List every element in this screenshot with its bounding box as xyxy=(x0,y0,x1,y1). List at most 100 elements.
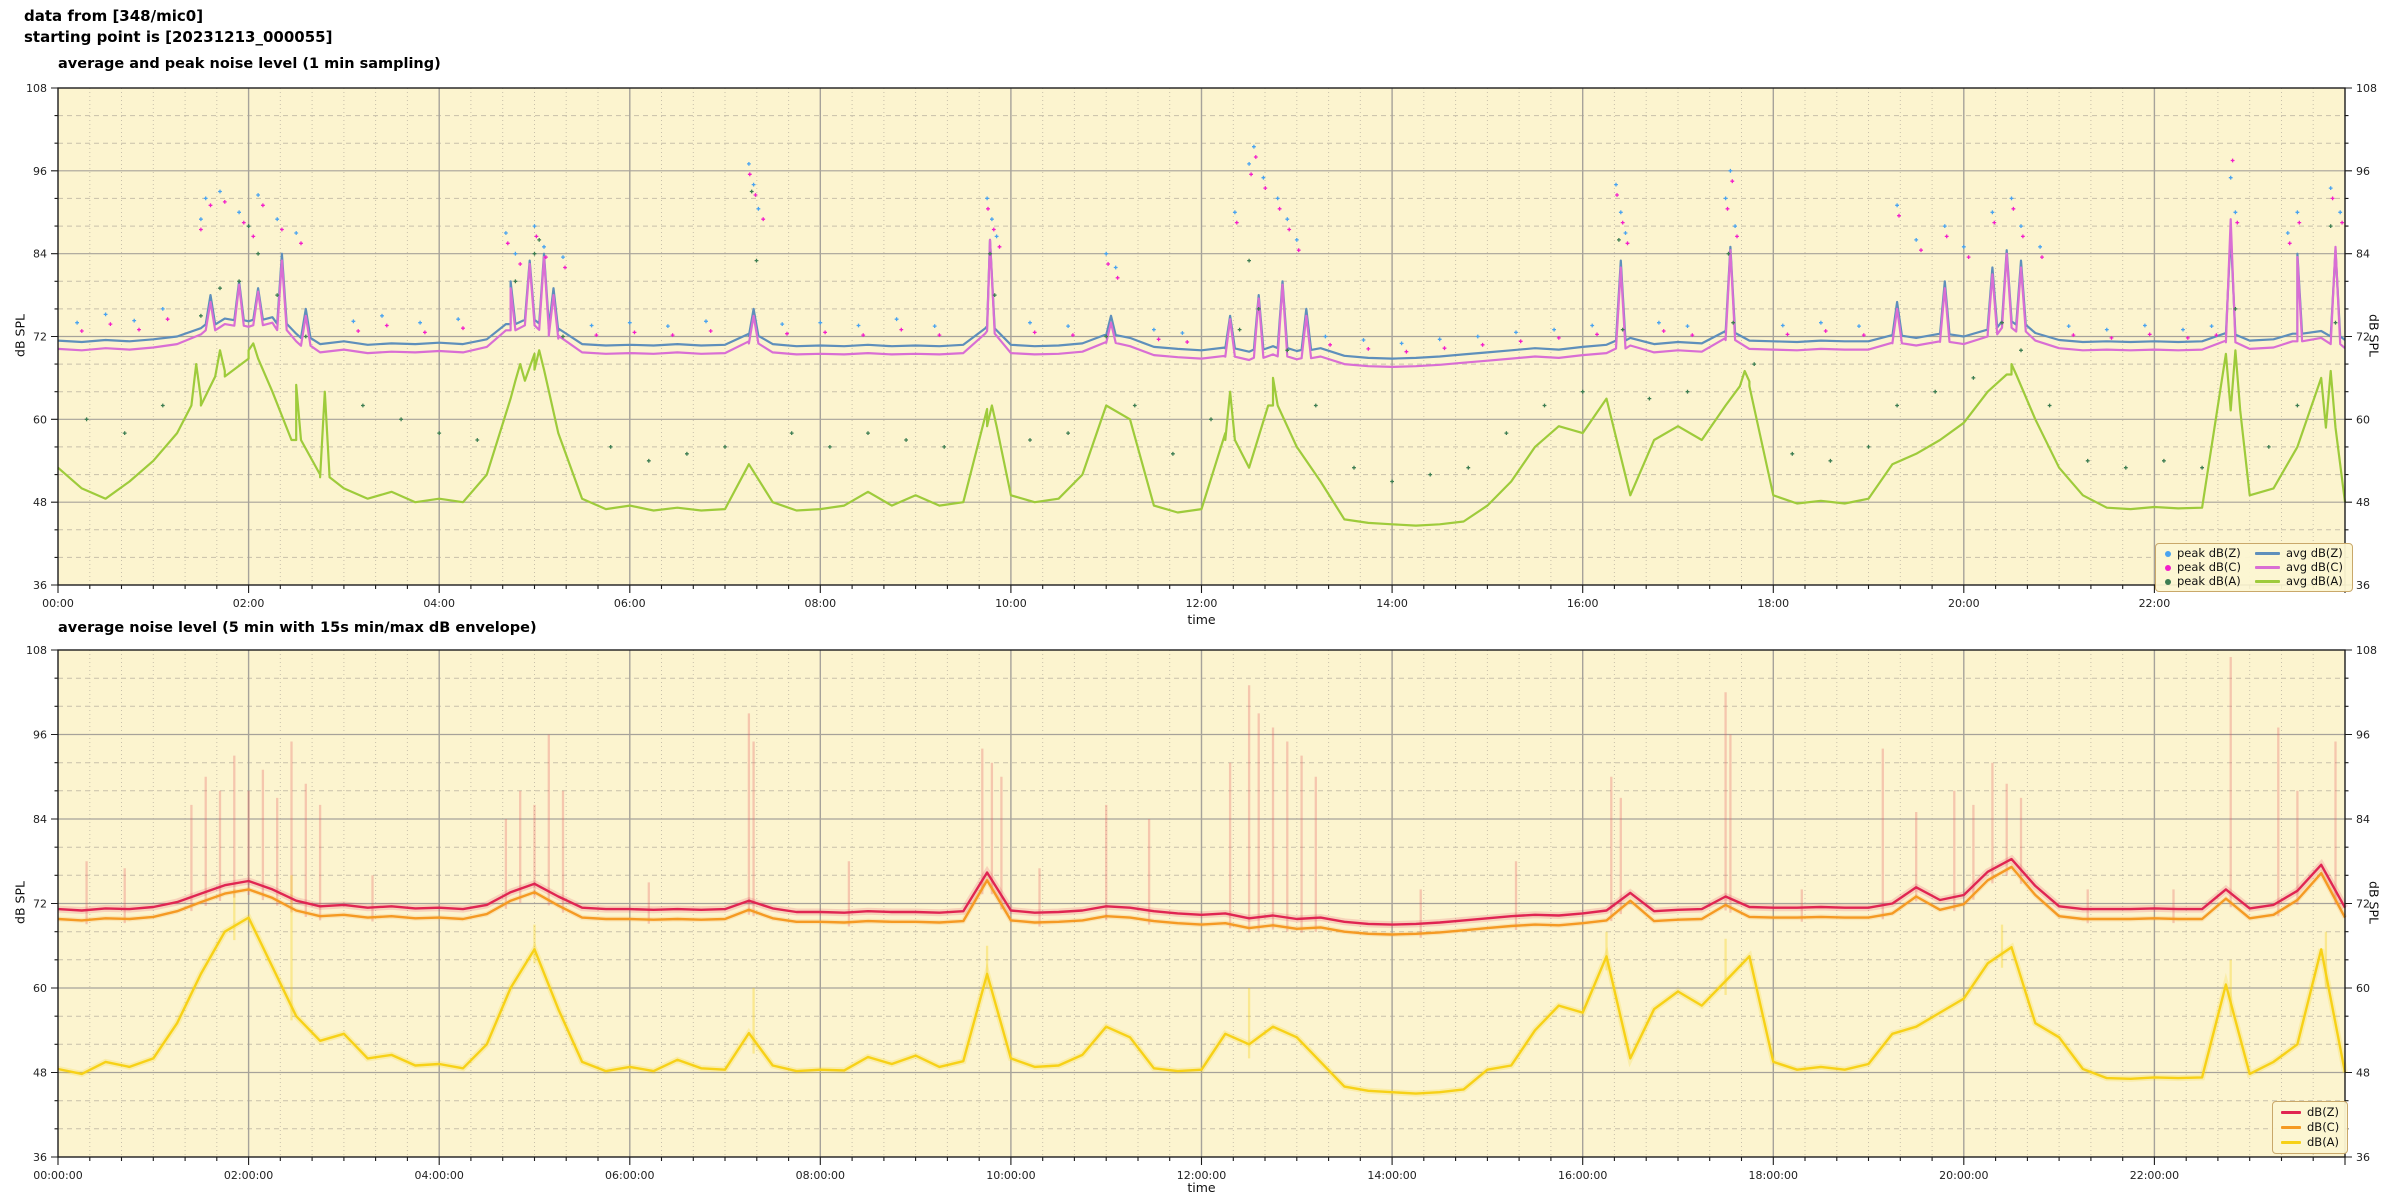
x-tick-label: 16:00:00 xyxy=(1558,1169,1607,1182)
x-tick-label: 02:00 xyxy=(233,597,265,610)
series-line xyxy=(57,218,2346,368)
legend-label: avg dB(A) xyxy=(2285,574,2343,588)
y-tick-label: 60 xyxy=(2356,982,2370,995)
y-tick-label: 48 xyxy=(33,1067,47,1080)
y-tick-label: 108 xyxy=(2356,644,2377,657)
legend-label: dB(Z) xyxy=(2307,1105,2340,1119)
x-tick-label: 02:00:00 xyxy=(224,1169,273,1182)
x-tick-label: 00:00:00 xyxy=(33,1169,82,1182)
x-tick-label: 00:00 xyxy=(42,597,74,610)
dbc-line-icon xyxy=(2281,1125,2301,1130)
y-tick-label: 72 xyxy=(2356,898,2370,911)
avg-dbz-line-icon xyxy=(2254,551,2280,556)
y-tick-label: 72 xyxy=(33,331,47,344)
x-tick-label: 12:00 xyxy=(1186,597,1218,610)
y-tick-label: 48 xyxy=(33,496,47,509)
y-tick-label: 60 xyxy=(33,413,47,426)
dba-line-icon xyxy=(2281,1140,2301,1145)
x-tick-label: 18:00:00 xyxy=(1749,1169,1798,1182)
x-tick-label: 10:00 xyxy=(995,597,1027,610)
series-line xyxy=(57,857,2347,926)
legend-entry: peak dB(C) xyxy=(2165,561,2241,574)
x-tick-label: 06:00:00 xyxy=(605,1169,654,1182)
legend-entry: dB(A) xyxy=(2281,1136,2339,1149)
chart2-yaxis-label-right: dB SPL xyxy=(2366,881,2382,924)
header-line1: data from [348/mic0] xyxy=(24,7,204,25)
peak-dba-marker-icon xyxy=(2165,578,2171,585)
legend-entry: dB(C) xyxy=(2281,1121,2339,1134)
series-line xyxy=(57,342,2347,527)
figure-header: data from [348/mic0] starting point is [… xyxy=(24,6,332,48)
y-tick-label: 60 xyxy=(2356,413,2370,426)
chart2-xaxis-label: time xyxy=(1187,1180,1216,1195)
legend-label: avg dB(Z) xyxy=(2285,546,2343,560)
y-tick-label: 84 xyxy=(2356,813,2370,826)
x-tick-label: 22:00 xyxy=(2139,597,2171,610)
chart1-xaxis-label: time xyxy=(1187,612,1216,627)
legend-entry: dB(Z) xyxy=(2281,1106,2339,1119)
grid-major-y xyxy=(58,170,2345,503)
peak-dbc-marker-icon xyxy=(2165,564,2171,571)
chart1-legend: peak dB(Z) avg dB(Z) peak dB(C) avg dB(C… xyxy=(2155,543,2353,592)
avg-dbc-line-icon xyxy=(2254,565,2280,570)
x-tick-label: 08:00 xyxy=(804,597,836,610)
legend-label: peak dB(C) xyxy=(2177,560,2241,574)
legend-label: dB(A) xyxy=(2307,1135,2340,1149)
y-tick-label: 96 xyxy=(2356,729,2370,742)
y-tick-label: 72 xyxy=(33,898,47,911)
y-tick-label: 36 xyxy=(2356,1151,2370,1164)
x-tick-label: 14:00:00 xyxy=(1367,1169,1416,1182)
y-tick-label: 108 xyxy=(2356,82,2377,95)
x-tick-label: 22:00:00 xyxy=(2130,1169,2179,1182)
legend-entry: peak dB(Z) xyxy=(2165,547,2241,560)
y-tick-label: 96 xyxy=(2356,165,2370,178)
scatter-points xyxy=(75,144,2343,346)
legend-entry: avg dB(C) xyxy=(2254,560,2343,574)
y-tick-label: 36 xyxy=(33,579,47,592)
legend-label: peak dB(Z) xyxy=(2177,546,2241,560)
x-tick-label: 20:00 xyxy=(1948,597,1980,610)
envelope-spikes xyxy=(85,657,2337,938)
axis-ticks xyxy=(51,649,2352,1165)
x-tick-label: 14:00 xyxy=(1376,597,1408,610)
series-line xyxy=(57,916,2347,1095)
legend-entry: peak dB(A) xyxy=(2165,575,2241,588)
y-tick-label: 84 xyxy=(33,813,47,826)
legend-entry: avg dB(Z) xyxy=(2254,546,2343,560)
chart1-yaxis-label-left: dB SPL xyxy=(12,314,28,357)
scatter-points xyxy=(79,155,2344,354)
y-tick-label: 48 xyxy=(2356,496,2370,509)
x-tick-label: 04:00:00 xyxy=(414,1169,463,1182)
y-tick-label: 60 xyxy=(33,982,47,995)
x-tick-label: 06:00 xyxy=(614,597,646,610)
dbz-line-icon xyxy=(2281,1110,2301,1115)
y-tick-label: 96 xyxy=(33,729,47,742)
header-line2: starting point is [20231213_000055] xyxy=(24,28,333,46)
x-tick-label: 08:00:00 xyxy=(796,1169,845,1182)
x-tick-label: 16:00 xyxy=(1567,597,1599,610)
envelope-spikes xyxy=(233,875,2328,1059)
legend-label: dB(C) xyxy=(2307,1120,2340,1134)
series-line xyxy=(57,865,2347,936)
y-tick-label: 108 xyxy=(26,644,47,657)
legend-label: avg dB(C) xyxy=(2285,560,2343,574)
x-tick-label: 12:00:00 xyxy=(1177,1169,1226,1182)
x-tick-label: 04:00 xyxy=(423,597,455,610)
chart2-yaxis-label-left: dB SPL xyxy=(12,881,28,924)
chart1-title: average and peak noise level (1 min samp… xyxy=(58,56,441,72)
y-tick-label: 48 xyxy=(2356,1067,2370,1080)
y-tick-label: 84 xyxy=(33,248,47,261)
peak-dbz-marker-icon xyxy=(2165,550,2171,557)
chart2-title: average noise level (5 min with 15s min/… xyxy=(58,620,537,636)
legend-entry: avg dB(A) xyxy=(2254,574,2343,588)
grid-major-y xyxy=(58,733,2345,1074)
x-tick-label: 18:00 xyxy=(1757,597,1789,610)
chart2-legend: dB(Z) dB(C) dB(A) xyxy=(2272,1101,2349,1154)
y-tick-label: 108 xyxy=(26,82,47,95)
chart1-yaxis-label-right: dB SPL xyxy=(2366,314,2382,357)
x-tick-label: 10:00:00 xyxy=(986,1169,1035,1182)
y-tick-label: 96 xyxy=(33,165,47,178)
avg-dba-line-icon xyxy=(2254,579,2280,584)
scatter-points xyxy=(84,189,2338,484)
